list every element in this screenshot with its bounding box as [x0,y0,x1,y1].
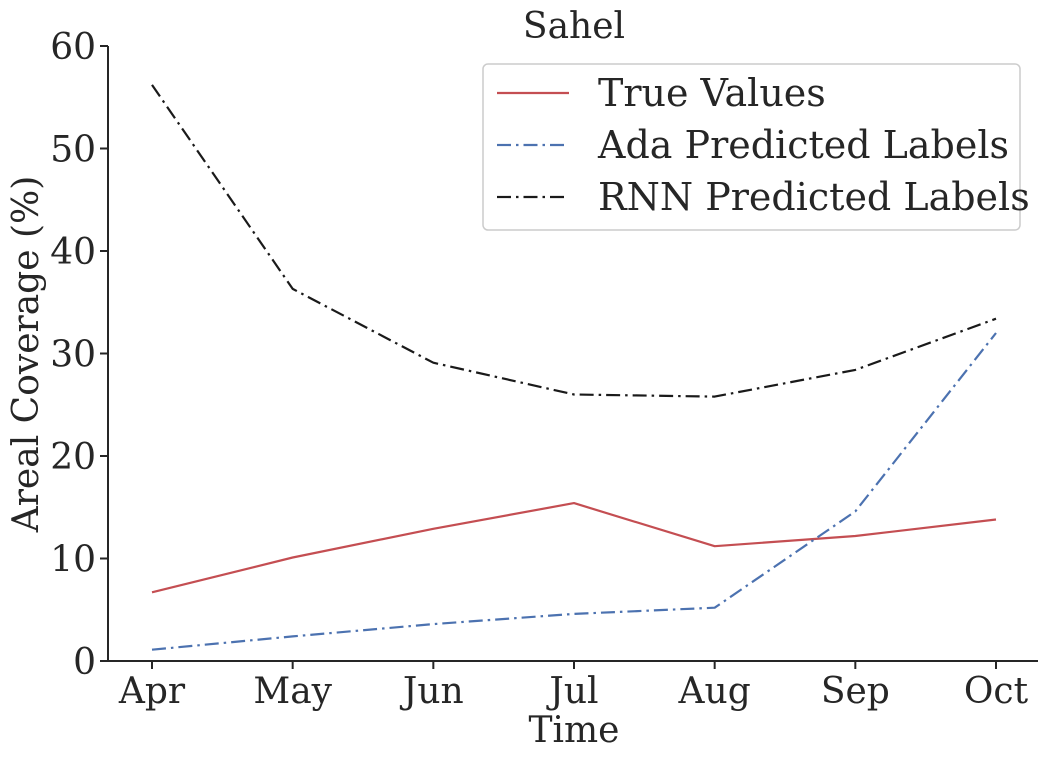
y-tick-label: 60 [50,27,96,68]
plot-area: 0 10 20 30 40 50 60 Apr May Jun Jul Aug Sep Oct [50,27,1038,712]
x-axis-label: Time [529,710,620,751]
legend-entry-label: True Values [598,71,826,115]
y-tick-label: 0 [73,642,96,683]
x-tick-label: Jul [545,671,598,712]
x-tick-label: May [253,671,332,712]
y-tick-label: 30 [50,335,96,376]
y-axis-label: Areal Coverage (%) [6,176,47,534]
legend-frame [482,63,1021,231]
legend: True Values Ada Predicted Labels RNN Predi… [482,63,1030,231]
x-tick-label: Sep [821,671,890,712]
x-tick-label: Apr [118,671,186,712]
series-line-rnn-predicted-labels [151,84,997,398]
x-tick-label: Oct [964,671,1029,712]
y-tick-label: 40 [50,232,96,273]
legend-entry-label: Ada Predicted Labels [597,123,1009,167]
series-line-ada-predicted-labels [151,332,997,651]
chart-title: Sahel [523,6,625,47]
y-tick-label: 20 [50,437,96,478]
series-line-true-values [151,502,997,594]
x-tick-label: Aug [678,671,751,712]
y-tick-label: 50 [50,130,96,171]
legend-entry-label: RNN Predicted Labels [598,175,1030,219]
y-tick-label: 10 [50,540,96,581]
x-tick-label: Jun [399,671,464,712]
